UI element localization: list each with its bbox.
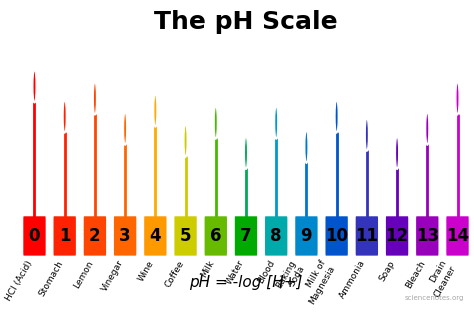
Text: pH = -log [H+]: pH = -log [H+] bbox=[189, 275, 303, 290]
Circle shape bbox=[184, 124, 187, 157]
Circle shape bbox=[335, 100, 338, 133]
Text: 8: 8 bbox=[271, 227, 282, 245]
Text: 11: 11 bbox=[356, 227, 378, 245]
Circle shape bbox=[33, 70, 36, 103]
Text: 13: 13 bbox=[416, 227, 439, 245]
Text: Stomach: Stomach bbox=[37, 259, 64, 298]
Circle shape bbox=[93, 82, 97, 115]
Text: 5: 5 bbox=[180, 227, 191, 245]
FancyBboxPatch shape bbox=[84, 216, 106, 256]
FancyBboxPatch shape bbox=[174, 216, 197, 256]
Text: Baking
Soda: Baking Soda bbox=[274, 259, 306, 295]
Circle shape bbox=[395, 136, 399, 169]
FancyBboxPatch shape bbox=[416, 216, 438, 256]
Text: Lemon: Lemon bbox=[72, 259, 95, 289]
FancyBboxPatch shape bbox=[265, 216, 287, 256]
Text: Wine: Wine bbox=[136, 259, 155, 283]
Circle shape bbox=[365, 118, 368, 151]
Text: Milk of
Magnesia: Milk of Magnesia bbox=[298, 259, 337, 306]
Text: 1: 1 bbox=[59, 227, 71, 245]
FancyBboxPatch shape bbox=[54, 216, 76, 256]
FancyBboxPatch shape bbox=[235, 216, 257, 256]
Text: Soap: Soap bbox=[378, 259, 397, 283]
Text: Milk: Milk bbox=[199, 259, 216, 279]
FancyBboxPatch shape bbox=[447, 216, 469, 256]
Text: HCl (Acid): HCl (Acid) bbox=[4, 259, 35, 302]
FancyBboxPatch shape bbox=[386, 216, 408, 256]
FancyBboxPatch shape bbox=[356, 216, 378, 256]
Circle shape bbox=[456, 82, 459, 115]
Circle shape bbox=[63, 100, 66, 133]
Circle shape bbox=[274, 106, 278, 139]
FancyBboxPatch shape bbox=[144, 216, 166, 256]
Text: 4: 4 bbox=[149, 227, 161, 245]
Text: 7: 7 bbox=[240, 227, 252, 245]
Circle shape bbox=[305, 130, 308, 163]
Text: 10: 10 bbox=[325, 227, 348, 245]
Circle shape bbox=[154, 94, 157, 127]
FancyBboxPatch shape bbox=[295, 216, 318, 256]
FancyBboxPatch shape bbox=[114, 216, 137, 256]
Text: 9: 9 bbox=[301, 227, 312, 245]
Circle shape bbox=[123, 112, 127, 145]
Circle shape bbox=[214, 106, 218, 139]
Text: Vinegar: Vinegar bbox=[100, 259, 125, 293]
FancyBboxPatch shape bbox=[326, 216, 348, 256]
Text: Water: Water bbox=[225, 259, 246, 286]
Text: 2: 2 bbox=[89, 227, 101, 245]
Text: 12: 12 bbox=[385, 227, 409, 245]
FancyBboxPatch shape bbox=[205, 216, 227, 256]
Text: Drain
Cleaner: Drain Cleaner bbox=[423, 259, 457, 299]
Circle shape bbox=[244, 136, 247, 169]
Text: Coffee: Coffee bbox=[163, 259, 185, 289]
FancyBboxPatch shape bbox=[23, 216, 46, 256]
Circle shape bbox=[426, 112, 429, 145]
Text: 3: 3 bbox=[119, 227, 131, 245]
Text: Blood: Blood bbox=[255, 259, 276, 285]
Text: Bleach: Bleach bbox=[404, 259, 427, 290]
Text: 14: 14 bbox=[446, 227, 469, 245]
Text: The pH Scale: The pH Scale bbox=[154, 10, 338, 34]
Text: sciencenotes.org: sciencenotes.org bbox=[404, 295, 464, 301]
Text: 0: 0 bbox=[29, 227, 40, 245]
Text: 6: 6 bbox=[210, 227, 221, 245]
Text: Ammonia: Ammonia bbox=[337, 259, 367, 301]
